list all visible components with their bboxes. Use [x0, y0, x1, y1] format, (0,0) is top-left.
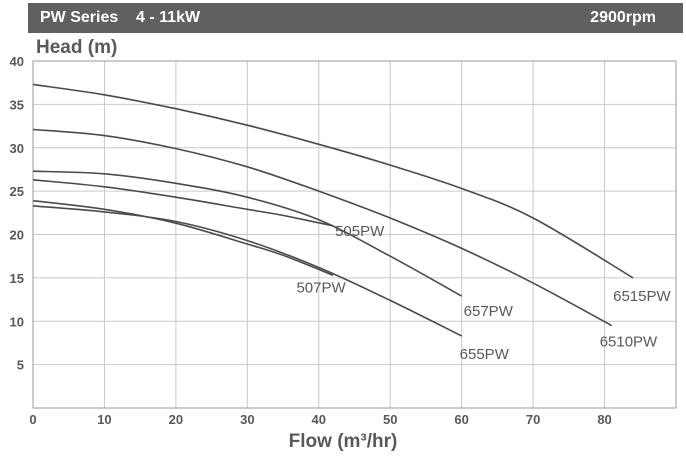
y-tick-label: 10 — [10, 314, 24, 329]
series-label-505pw: 505PW — [335, 223, 385, 240]
series-label-6515pw: 6515PW — [613, 288, 671, 305]
series-label-655pw: 655PW — [460, 346, 510, 363]
y-tick-label: 20 — [10, 228, 24, 243]
curve-6515pw — [32, 83, 634, 279]
x-tick-label: 0 — [29, 412, 36, 427]
x-tick-label: 10 — [97, 412, 111, 427]
curve-657pw — [32, 170, 463, 297]
series-label-507pw: 507PW — [296, 279, 346, 296]
x-tick-label: 40 — [312, 412, 326, 427]
y-tick-label: 40 — [10, 54, 24, 69]
series-label-657pw: 657PW — [464, 303, 514, 320]
curve-6510pw — [32, 128, 613, 327]
x-tick-label: 30 — [240, 412, 254, 427]
x-axis-title: Flow (m³/hr) — [288, 431, 398, 452]
y-tick-label: 5 — [17, 358, 24, 373]
curve-655pw — [32, 205, 463, 337]
y-tick-label: 35 — [10, 97, 24, 112]
x-tick-label: 60 — [454, 412, 468, 427]
y-tick-label: 25 — [10, 184, 24, 199]
y-tick-label: 30 — [10, 141, 24, 156]
x-tick-label: 80 — [597, 412, 611, 427]
x-tick-label: 50 — [383, 412, 397, 427]
curve-507pw — [32, 199, 334, 277]
curve-505pw — [32, 179, 334, 227]
y-tick-label: 15 — [10, 271, 24, 286]
x-tick-label: 70 — [526, 412, 540, 427]
series-title: PW Series 4 - 11kW — [40, 9, 201, 26]
series-label-6510pw: 6510PW — [600, 334, 658, 351]
y-axis-title: Head (m) — [36, 37, 118, 58]
chart-header-bar: PW Series 4 - 11kW 2900rpm — [28, 3, 683, 33]
x-tick-label: 20 — [169, 412, 183, 427]
plot-frame — [32, 60, 677, 409]
speed-label: 2900rpm — [590, 9, 656, 26]
